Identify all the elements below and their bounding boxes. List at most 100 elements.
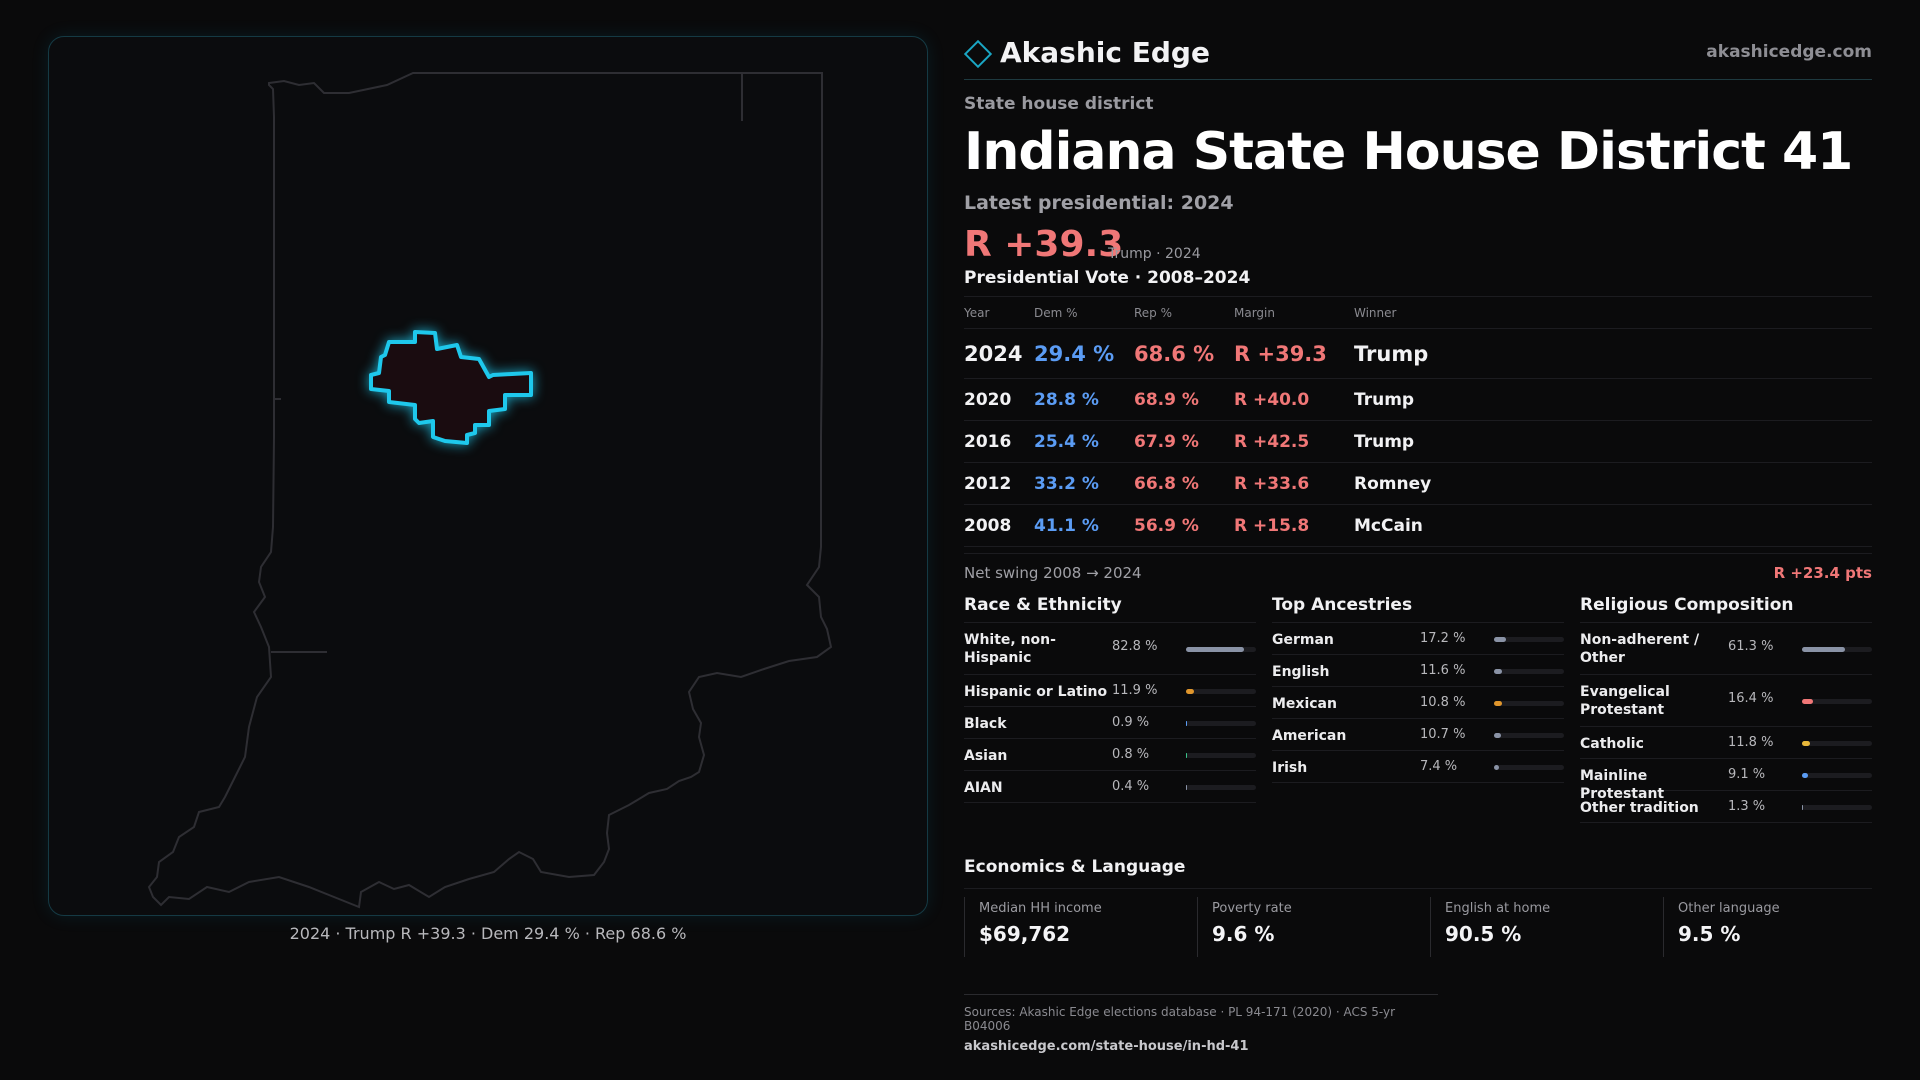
item-value: 16.4 % <box>1728 691 1774 706</box>
list-item: AIAN 0.4 % <box>964 771 1256 803</box>
stat-label: Poverty rate <box>1212 901 1292 916</box>
item-value: 61.3 % <box>1728 639 1774 654</box>
item-value: 82.8 % <box>1112 639 1158 654</box>
item-bar-fill <box>1494 669 1503 674</box>
table-row: 2024 29.4 % 68.6 % R +39.3 Trump <box>964 328 1872 379</box>
item-value: 11.9 % <box>1112 683 1158 698</box>
item-label: Other tradition <box>1580 800 1699 816</box>
col-header-winner: Winner <box>1354 296 1872 329</box>
item-bar <box>1186 785 1256 790</box>
stat-english-at-home: English at home 90.5 % <box>1430 897 1650 957</box>
cell-margin: R +15.8 <box>1234 504 1354 547</box>
section-title: Top Ancestries <box>1272 595 1564 623</box>
item-bar-fill <box>1802 805 1803 810</box>
cell-dem: 33.2 % <box>1034 462 1134 505</box>
table-row: 2008 41.1 % 56.9 % R +15.8 McCain <box>964 504 1872 547</box>
stat-other-language: Other language 9.5 % <box>1663 897 1883 957</box>
demographics: Race & Ethnicity White, non-Hispanic 82.… <box>964 595 1872 835</box>
item-bar-fill <box>1186 753 1187 758</box>
item-bar <box>1802 741 1872 746</box>
latest-presidential: Latest presidential: 2024 <box>964 192 1234 214</box>
economics-stats: Median HH income $69,762 Poverty rate 9.… <box>964 897 1872 967</box>
item-bar <box>1494 637 1564 642</box>
map-panel[interactable] <box>48 36 928 916</box>
stat-value: 9.6 % <box>1212 922 1275 946</box>
stat-label: Other language <box>1678 901 1780 916</box>
vote-table-title: Presidential Vote · 2008–2024 <box>964 268 1251 288</box>
stat-value: $69,762 <box>979 922 1071 946</box>
brand-name[interactable]: Akashic Edge <box>1000 36 1210 69</box>
item-label: American <box>1272 728 1347 744</box>
race-ethnicity-section: Race & Ethnicity White, non-Hispanic 82.… <box>964 595 1256 803</box>
net-swing-label: Net swing 2008 → 2024 <box>964 564 1142 582</box>
list-item: Asian 0.8 % <box>964 739 1256 771</box>
list-item: English 11.6 % <box>1272 655 1564 687</box>
item-label: Catholic <box>1580 736 1644 752</box>
list-item: Mexican 10.8 % <box>1272 687 1564 719</box>
item-value: 0.8 % <box>1112 747 1150 762</box>
list-item: Other tradition 1.3 % <box>1580 791 1872 823</box>
table-row: 2020 28.8 % 68.9 % R +40.0 Trump <box>964 378 1872 421</box>
details-panel: Akashic Edge akashicedge.com State house… <box>963 36 1872 967</box>
cell-margin: R +42.5 <box>1234 420 1354 463</box>
district-map[interactable] <box>49 37 928 916</box>
item-value: 0.9 % <box>1112 715 1150 730</box>
item-label: German <box>1272 632 1334 648</box>
cell-rep: 68.9 % <box>1134 378 1234 421</box>
item-label: Asian <box>964 748 1008 764</box>
item-bar-fill <box>1186 785 1187 790</box>
list-item: Non-adherent / Other 61.3 % <box>1580 623 1872 675</box>
net-swing-value: R +23.4 pts <box>1773 564 1872 582</box>
section-title: Race & Ethnicity <box>964 595 1256 623</box>
district-41-shape[interactable] <box>369 330 533 445</box>
item-bar-fill <box>1494 701 1502 706</box>
item-label: AIAN <box>964 780 1003 796</box>
item-label: Black <box>964 716 1007 732</box>
item-bar <box>1494 669 1564 674</box>
cell-year: 2024 <box>964 328 1034 379</box>
item-bar-fill <box>1802 647 1845 652</box>
cell-margin: R +39.3 <box>1234 328 1354 379</box>
cell-dem: 29.4 % <box>1034 328 1134 379</box>
state-outline <box>147 72 833 909</box>
item-bar-fill <box>1494 637 1507 642</box>
stat-value: 9.5 % <box>1678 922 1741 946</box>
margin-subtitle: Trump · 2024 <box>1108 246 1201 262</box>
item-value: 10.8 % <box>1420 695 1466 710</box>
item-bar-fill <box>1802 773 1809 778</box>
item-bar <box>1802 699 1872 704</box>
item-value: 1.3 % <box>1728 799 1766 814</box>
col-header-rep: Rep % <box>1134 296 1234 329</box>
ancestries-section: Top Ancestries German 17.2 % English 11.… <box>1272 595 1564 783</box>
cell-dem: 41.1 % <box>1034 504 1134 547</box>
diamond-logo-icon <box>963 39 993 69</box>
economics-title: Economics & Language <box>964 857 1872 889</box>
item-value: 7.4 % <box>1420 759 1458 774</box>
item-bar <box>1494 701 1564 706</box>
item-bar-fill <box>1494 733 1502 738</box>
item-bar-fill <box>1802 699 1814 704</box>
item-bar-fill <box>1186 721 1187 726</box>
col-header-margin: Margin <box>1234 296 1354 329</box>
net-swing: Net swing 2008 → 2024 R +23.4 pts <box>964 553 1872 587</box>
cell-winner: Trump <box>1354 328 1872 379</box>
map-caption: 2024 · Trump R +39.3 · Dem 29.4 % · Rep … <box>289 924 687 943</box>
brand-header: Akashic Edge akashicedge.com <box>963 36 1872 80</box>
item-bar-fill <box>1494 765 1500 770</box>
col-header-year: Year <box>964 296 1034 329</box>
item-bar <box>1186 753 1256 758</box>
item-label: Hispanic or Latino <box>964 684 1108 700</box>
list-item: Catholic 11.8 % <box>1580 727 1872 759</box>
stat-label: Median HH income <box>979 901 1102 916</box>
cell-winner: McCain <box>1354 504 1872 547</box>
col-header-dem: Dem % <box>1034 296 1134 329</box>
brand-url[interactable]: akashicedge.com <box>1706 42 1872 62</box>
cell-year: 2020 <box>964 378 1034 421</box>
source-url[interactable]: akashicedge.com/state-house/in-hd-41 <box>964 1039 1249 1054</box>
item-bar <box>1186 689 1256 694</box>
item-value: 9.1 % <box>1728 767 1766 782</box>
cell-rep: 67.9 % <box>1134 420 1234 463</box>
table-row: 2012 33.2 % 66.8 % R +33.6 Romney <box>964 462 1872 505</box>
cell-margin: R +33.6 <box>1234 462 1354 505</box>
item-label: Evangelical Protestant <box>1580 684 1670 718</box>
